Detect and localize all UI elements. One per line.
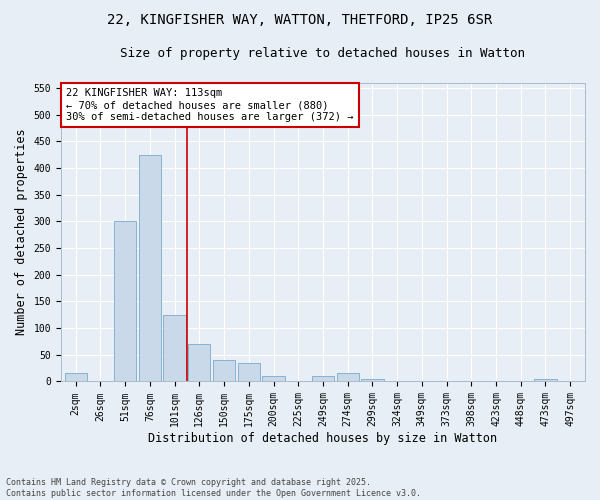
- Text: Contains HM Land Registry data © Crown copyright and database right 2025.
Contai: Contains HM Land Registry data © Crown c…: [6, 478, 421, 498]
- Bar: [535, 379, 557, 382]
- Bar: [312, 376, 334, 382]
- Bar: [337, 374, 359, 382]
- Title: Size of property relative to detached houses in Watton: Size of property relative to detached ho…: [121, 48, 526, 60]
- Bar: [65, 374, 87, 382]
- Y-axis label: Number of detached properties: Number of detached properties: [15, 128, 28, 336]
- Bar: [163, 314, 186, 382]
- Bar: [114, 222, 136, 382]
- Bar: [188, 344, 211, 382]
- Bar: [213, 360, 235, 382]
- X-axis label: Distribution of detached houses by size in Watton: Distribution of detached houses by size …: [148, 432, 497, 445]
- Bar: [139, 154, 161, 382]
- Text: 22 KINGFISHER WAY: 113sqm
← 70% of detached houses are smaller (880)
30% of semi: 22 KINGFISHER WAY: 113sqm ← 70% of detac…: [66, 88, 353, 122]
- Bar: [361, 379, 383, 382]
- Bar: [238, 363, 260, 382]
- Text: 22, KINGFISHER WAY, WATTON, THETFORD, IP25 6SR: 22, KINGFISHER WAY, WATTON, THETFORD, IP…: [107, 12, 493, 26]
- Bar: [262, 376, 284, 382]
